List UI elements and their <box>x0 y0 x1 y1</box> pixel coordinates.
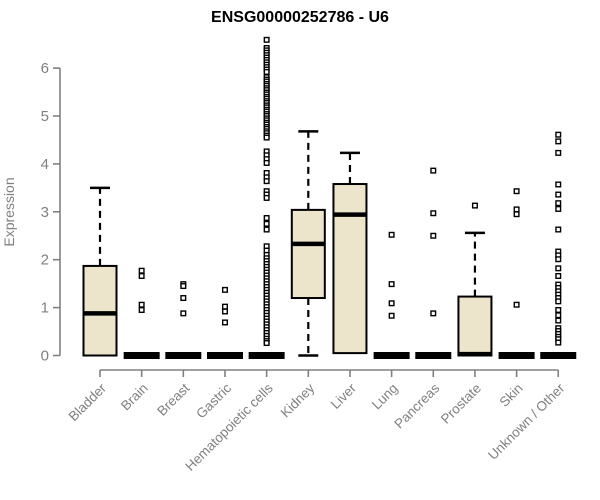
outlier-point <box>513 188 520 195</box>
collapsed-box <box>373 352 410 359</box>
outlier-point <box>263 340 270 347</box>
x-category-label-unknown-other: Unknown / Other <box>485 380 568 463</box>
y-tick-label: 2 <box>41 252 49 269</box>
outlier-point <box>263 220 270 227</box>
outlier-point <box>555 191 562 198</box>
outlier-point <box>263 68 270 75</box>
outlier-point <box>263 194 270 201</box>
outlier-point <box>555 149 562 156</box>
outlier-point <box>138 272 145 279</box>
outlier-point <box>221 308 228 315</box>
outlier-point <box>555 226 562 233</box>
box <box>332 183 368 355</box>
x-category-label-prostate: Prostate <box>438 381 484 427</box>
y-tick-label: 3 <box>41 204 49 221</box>
collapsed-box <box>206 352 243 359</box>
x-category-label-skin: Skin <box>497 381 526 410</box>
collapsed-box <box>415 352 452 359</box>
outlier-point <box>388 312 395 319</box>
boxplot-bladder <box>82 186 118 357</box>
boxplot-breast <box>165 281 202 359</box>
boxplot-liver <box>332 151 368 355</box>
box <box>457 295 493 357</box>
outlier-point <box>263 159 270 166</box>
boxplot-unknown-other <box>540 131 577 359</box>
boxplot-kidney <box>290 130 326 357</box>
boxplot-skin <box>498 188 535 359</box>
outlier-point <box>513 206 520 213</box>
x-category-label-pancreas: Pancreas <box>391 380 442 431</box>
boxplot-lung <box>373 231 410 359</box>
outlier-point <box>555 317 562 324</box>
boxplot-gastric <box>206 286 243 359</box>
outlier-point <box>388 281 395 288</box>
x-category-label-liver: Liver <box>328 380 360 412</box>
x-category-label-bladder: Bladder <box>66 380 110 424</box>
outlier-point <box>555 205 562 212</box>
outlier-point <box>180 295 187 302</box>
y-axis-title: Expression <box>1 177 17 246</box>
boxplot-prostate <box>457 202 493 357</box>
box <box>290 208 326 300</box>
outlier-point <box>555 200 562 207</box>
x-category-label-gastric: Gastric <box>193 380 234 421</box>
y-tick-label: 4 <box>41 156 49 173</box>
outlier-point <box>263 36 270 43</box>
collapsed-box <box>123 352 160 359</box>
x-category-label-breast: Breast <box>154 380 192 418</box>
outlier-point <box>555 298 562 305</box>
outlier-point <box>263 215 270 222</box>
outlier-point <box>555 339 562 346</box>
outlier-point <box>221 319 228 326</box>
boxplot-hematopoietic-cells <box>248 36 285 359</box>
collapsed-box <box>248 352 285 359</box>
outlier-point <box>513 211 520 218</box>
outlier-point <box>263 226 270 233</box>
collapsed-box <box>540 352 577 359</box>
chart-title: ENSG00000252786 - U6 <box>211 9 389 26</box>
outlier-point <box>430 210 437 217</box>
outlier-point <box>138 267 145 274</box>
x-category-label-lung: Lung <box>369 381 401 413</box>
y-tick-label: 1 <box>41 300 49 317</box>
outlier-point <box>138 301 145 308</box>
outlier-point <box>555 312 562 319</box>
outlier-point <box>388 300 395 307</box>
outlier-point <box>430 232 437 239</box>
outlier-point <box>138 306 145 313</box>
outlier-point <box>388 231 395 238</box>
outlier-point <box>555 265 562 272</box>
x-category-label-brain: Brain <box>118 381 151 414</box>
y-tick-label: 5 <box>41 108 49 125</box>
boxplot-brain <box>123 267 160 359</box>
outlier-point <box>430 167 437 174</box>
outlier-point <box>555 138 562 145</box>
collapsed-box <box>165 352 202 359</box>
boxplot-pancreas <box>415 167 452 359</box>
outlier-point <box>430 310 437 317</box>
outlier-point <box>555 181 562 188</box>
outlier-point <box>555 131 562 138</box>
outlier-point <box>263 178 270 185</box>
collapsed-box <box>498 352 535 359</box>
outlier-point <box>471 202 478 209</box>
outlier-point <box>221 303 228 310</box>
outlier-point <box>180 310 187 317</box>
outlier-point <box>263 134 270 141</box>
outlier-point <box>555 306 562 313</box>
box <box>82 264 118 357</box>
x-category-label-kidney: Kidney <box>278 380 318 420</box>
outlier-point <box>221 286 228 293</box>
outlier-point <box>555 256 562 263</box>
outlier-point <box>555 272 562 279</box>
y-tick-label: 6 <box>41 60 49 77</box>
y-tick-label: 0 <box>41 348 49 365</box>
outlier-point <box>180 283 187 290</box>
outlier-point <box>513 301 520 308</box>
plot-area <box>82 36 577 359</box>
